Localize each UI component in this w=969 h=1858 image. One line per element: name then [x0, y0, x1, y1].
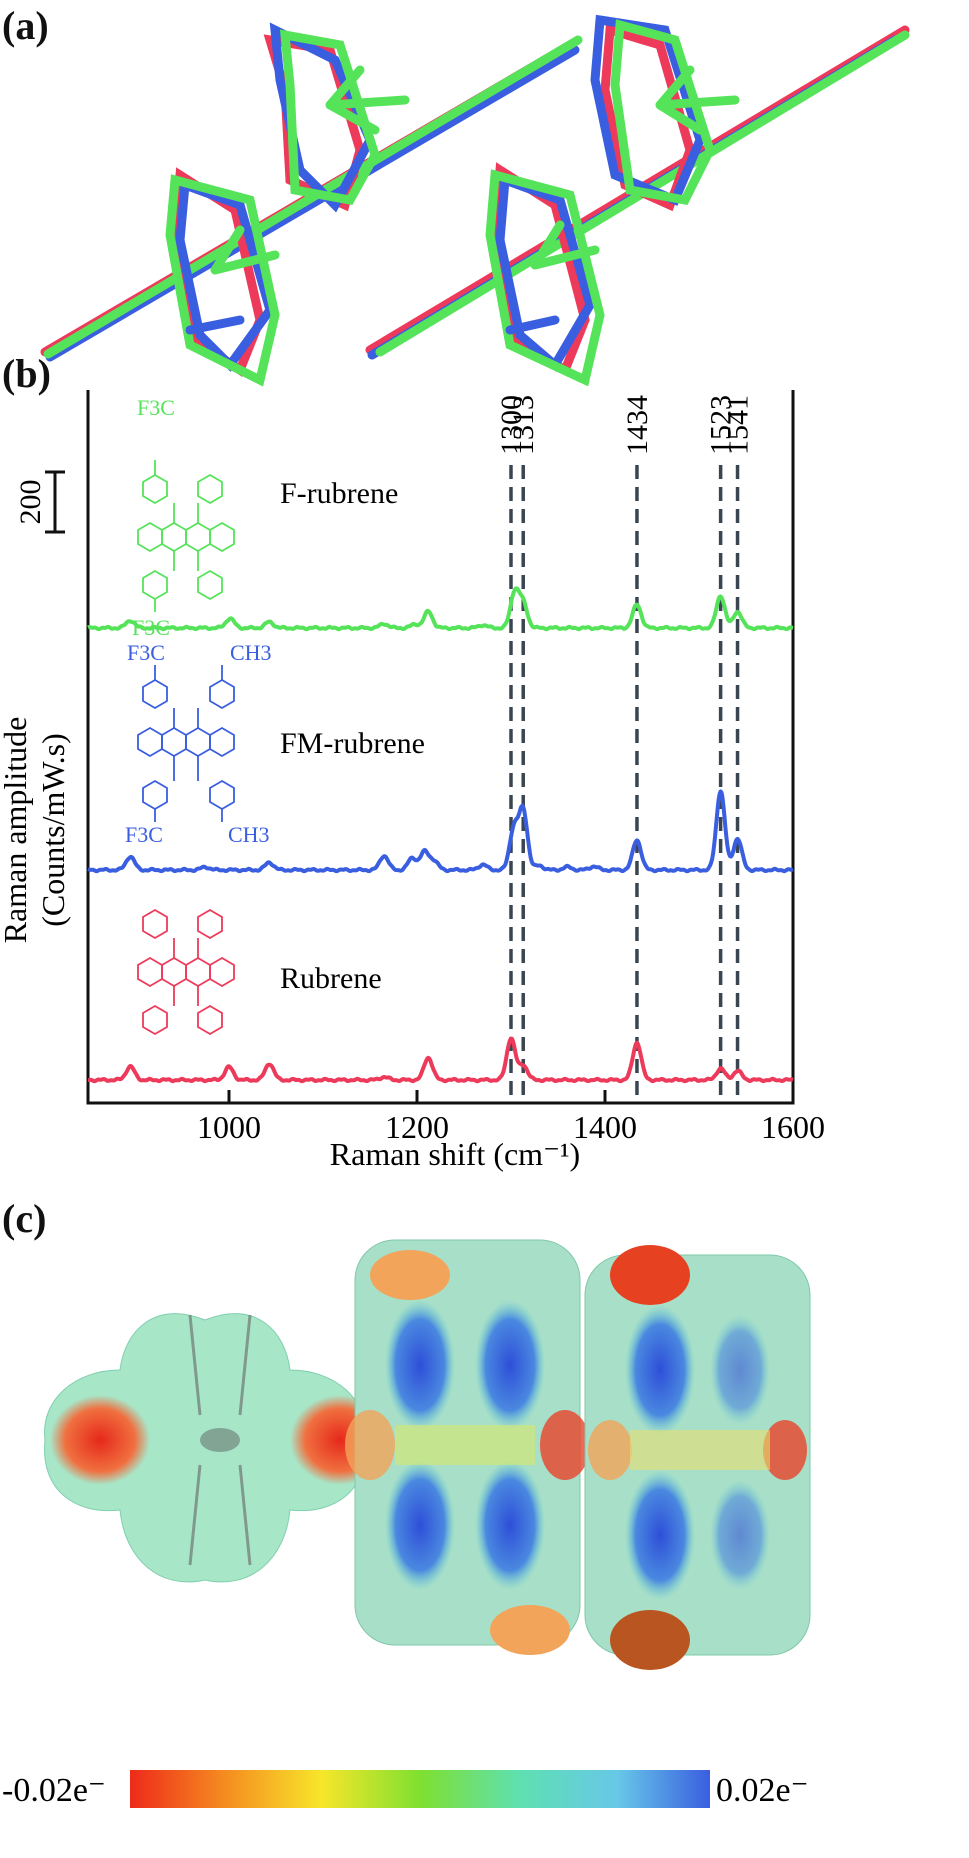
- x-tick-label-1000: 1000: [197, 1109, 261, 1145]
- rubrene-structure: [137, 908, 235, 1036]
- right-molecule-overlay: [365, 14, 910, 387]
- esp-map-rubrene: [44, 1313, 390, 1583]
- scale-bar-label: 200: [14, 480, 47, 525]
- y-axis-label-line1: Raman amplitude: [0, 717, 33, 944]
- panel-c-esp-maps: (c): [0, 1195, 969, 1853]
- fm-rubrene-name: FM-rubrene: [280, 727, 425, 760]
- panel-a-label: (a): [2, 3, 49, 48]
- panel-b-raman-chart: (b) 1300 1313 1434 1523 1541 1000 1200 1400 160…: [0, 351, 969, 1190]
- esp-maps-svg: -0.02e⁻ 0.02e⁻: [2, 1239, 811, 1809]
- x-axis: 1000 1200 1400 1600: [197, 1090, 825, 1145]
- panel-c-label: (c): [2, 1196, 47, 1241]
- spectra-series: [86, 586, 795, 1084]
- x-tick-label-1600: 1600: [761, 1109, 825, 1145]
- plot-frame: [86, 376, 795, 1105]
- f-rubrene-name: F-rubrene: [280, 477, 398, 510]
- series-line-f-rubrene: [86, 586, 795, 632]
- reference-label-1541: 1541: [722, 395, 755, 455]
- f-rubrene-top-substituent: F3C: [137, 395, 175, 420]
- x-axis-label: Raman shift (cm⁻¹): [330, 1136, 580, 1172]
- series-line-rubrene: [86, 1036, 795, 1084]
- colorbar-max-label: 0.02e⁻: [716, 1772, 809, 1809]
- scale-bar: 200: [14, 470, 65, 534]
- y-axis-label-line2: (Counts/mW.s): [35, 733, 71, 927]
- series-line-fm-rubrene: [86, 789, 795, 874]
- fm-rubrene-top-left-substituent: F3C: [127, 640, 165, 665]
- reference-lines: [509, 465, 740, 1102]
- f-rubrene-structure: [137, 460, 235, 612]
- x-tick-label-1400: 1400: [573, 1109, 637, 1145]
- rubrene-name: Rubrene: [280, 962, 382, 995]
- esp-colorbar: [130, 1770, 710, 1808]
- reference-label-1434: 1434: [621, 395, 654, 455]
- f-rubrene-bottom-substituent: F3C: [132, 615, 170, 640]
- left-molecule-overlay: [40, 22, 583, 387]
- reference-label-1300: 1300: [495, 395, 528, 455]
- esp-map-f-rubrene: [584, 1245, 811, 1670]
- panel-b-label: (b): [2, 351, 51, 396]
- fm-rubrene-bottom-left-substituent: F3C: [125, 822, 163, 847]
- panel-a-molecular-overlay: (a): [0, 0, 969, 390]
- overlay-structures-figure: [40, 14, 910, 387]
- x-tick-label-1200: 1200: [385, 1109, 449, 1145]
- fm-rubrene-structure: [137, 665, 235, 822]
- fm-rubrene-bottom-right-substituent: CH3: [228, 822, 270, 847]
- reference-label-1523: 1523: [705, 395, 738, 455]
- reference-label-1313: 1313: [507, 395, 540, 455]
- colorbar-min-label: -0.02e⁻: [2, 1772, 106, 1809]
- esp-map-fm-rubrene: [345, 1239, 590, 1655]
- fm-rubrene-top-right-substituent: CH3: [230, 640, 272, 665]
